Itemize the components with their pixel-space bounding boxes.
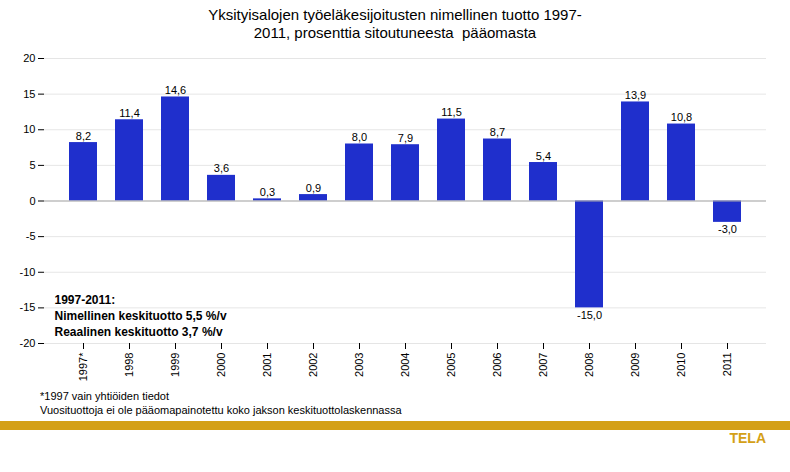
- svg-text:20: 20: [23, 52, 35, 64]
- svg-text:-10: -10: [20, 266, 36, 278]
- svg-text:-20: -20: [20, 337, 36, 349]
- svg-text:2004: 2004: [399, 353, 411, 377]
- svg-text:2010: 2010: [675, 353, 687, 377]
- svg-text:-3,0: -3,0: [718, 223, 737, 235]
- svg-text:2006: 2006: [491, 353, 503, 377]
- svg-text:5,4: 5,4: [536, 150, 551, 162]
- svg-text:8,7: 8,7: [490, 126, 505, 138]
- html-text:TELA: TELA: [729, 430, 766, 446]
- svg-text:1998: 1998: [123, 353, 135, 377]
- html-text:*1997 vain yhtiöiden tiedot: *1997 vain yhtiöiden tiedot: [40, 390, 169, 402]
- svg-text:15: 15: [23, 88, 35, 100]
- svg-text:-15,0: -15,0: [577, 309, 602, 321]
- svg-text:11,5: 11,5: [441, 106, 462, 118]
- svg-text:1997*: 1997*: [77, 352, 89, 381]
- svg-text:0,3: 0,3: [260, 186, 275, 198]
- svg-text:13,9: 13,9: [625, 89, 646, 101]
- svg-text:2002: 2002: [307, 353, 319, 377]
- svg-text:10: 10: [23, 123, 35, 135]
- svg-text:2007: 2007: [537, 353, 549, 377]
- svg-text:8,2: 8,2: [76, 130, 91, 142]
- svg-text:2009: 2009: [629, 353, 641, 377]
- svg-text:14,6: 14,6: [165, 84, 186, 96]
- svg-text:2011: 2011: [721, 353, 733, 377]
- svg-text:2001: 2001: [261, 353, 273, 377]
- html-text:Vuosituottoja ei ole pääomapai: Vuosituottoja ei ole pääomapainotettu ko…: [40, 404, 402, 416]
- svg-text:2003: 2003: [353, 353, 365, 377]
- svg-text:5: 5: [29, 159, 35, 171]
- svg-text:-5: -5: [26, 230, 36, 242]
- svg-text:10,8: 10,8: [671, 111, 692, 123]
- svg-text:3,6: 3,6: [214, 162, 229, 174]
- svg-text:-15: -15: [20, 301, 36, 313]
- svg-text:2000: 2000: [215, 353, 227, 377]
- svg-text:11,4: 11,4: [119, 107, 140, 119]
- html-text:Yksityisalojen työeläkesijoitu: Yksityisalojen työeläkesijoitusten nimel…: [208, 6, 582, 41]
- svg-text:1997-2011:Nimellinen keskituot: 1997-2011:Nimellinen keskituotto 5,5 %/v…: [55, 293, 227, 338]
- svg-text:2005: 2005: [445, 353, 457, 377]
- svg-text:7,9: 7,9: [398, 132, 413, 144]
- svg-text:8,0: 8,0: [352, 131, 367, 143]
- svg-text:0,9: 0,9: [306, 182, 321, 194]
- svg-text:0: 0: [29, 195, 35, 207]
- svg-text:2008: 2008: [583, 353, 595, 377]
- svg-text:1999: 1999: [169, 353, 181, 377]
